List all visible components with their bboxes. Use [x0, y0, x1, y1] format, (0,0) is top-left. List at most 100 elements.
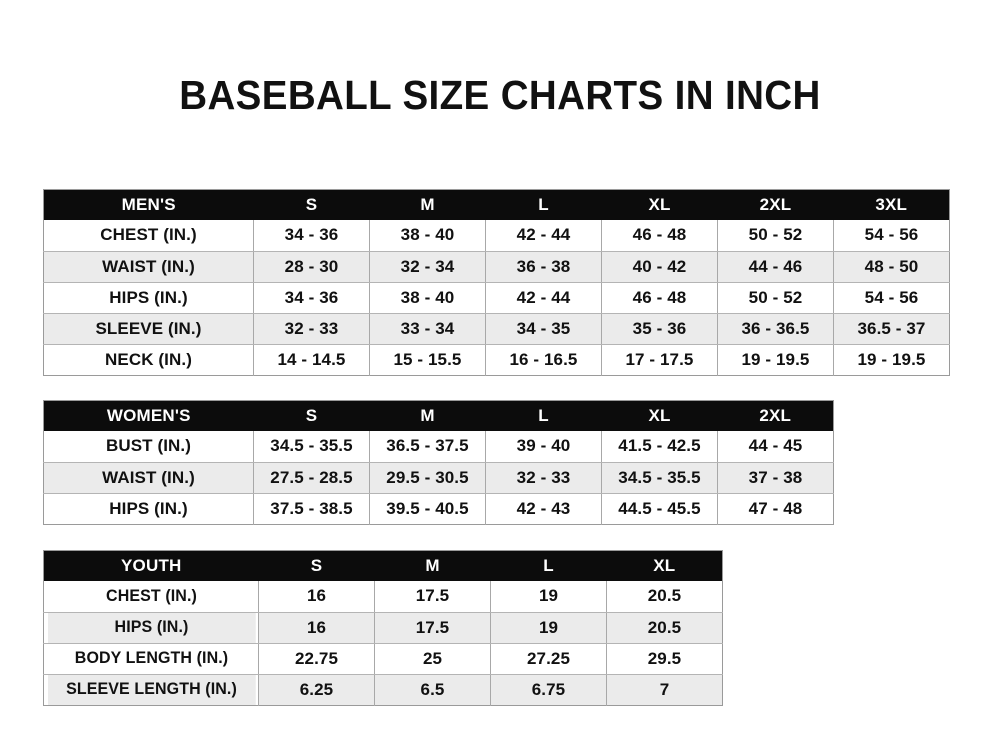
measurement-value: 20.5 [606, 581, 723, 613]
size-header-s: S [253, 189, 370, 220]
table-row: WAIST (IN.) 27.5 - 28.5 29.5 - 30.5 32 - 33… [43, 462, 834, 494]
measurement-value: 39 - 40 [485, 431, 602, 463]
measurement-label: HIPS (IN.) [46, 612, 256, 644]
measurement-value: 50 - 52 [717, 220, 834, 252]
size-header-xl: XL [601, 189, 718, 220]
measurement-label: WAIST (IN.) [43, 251, 254, 283]
table-row: HIPS (IN.) 34 - 36 38 - 40 42 - 44 46 - 48 50… [43, 282, 950, 314]
size-header-l: L [490, 550, 607, 581]
measurement-value: 50 - 52 [717, 282, 834, 314]
measurement-label: SLEEVE (IN.) [43, 313, 254, 345]
table-row: SLEEVE (IN.) 32 - 33 33 - 34 34 - 35 35 - 36… [43, 313, 950, 345]
measurement-label: BODY LENGTH (IN.) [46, 643, 256, 675]
measurement-value: 16 [258, 581, 375, 613]
size-header-m: M [369, 189, 486, 220]
measurement-value: 25 [374, 643, 491, 675]
size-header-m: M [374, 550, 491, 581]
measurement-value: 28 - 30 [253, 251, 370, 283]
measurement-value: 41.5 - 42.5 [601, 431, 718, 463]
measurement-value: 19 [490, 612, 607, 644]
youth-size-table: YOUTH S M L XL CHEST (IN.) 16 17.5 19 20.5 HIPS (I… [43, 550, 723, 706]
measurement-value: 6.5 [374, 674, 491, 705]
measurement-value: 54 - 56 [833, 282, 950, 314]
measurement-value: 34 - 36 [253, 282, 370, 314]
table-header-row: WOMEN'S S M L XL 2XL [43, 400, 834, 431]
measurement-value: 32 - 34 [369, 251, 486, 283]
measurement-value: 54 - 56 [833, 220, 950, 252]
table-row: HIPS (IN.) 16 17.5 19 20.5 [44, 612, 723, 644]
womens-size-table: WOMEN'S S M L XL 2XL BUST (IN.) 34.5 - 35.5 36.5… [43, 400, 834, 525]
size-header-xl: XL [606, 550, 723, 581]
size-header-l: L [485, 189, 602, 220]
measurement-value: 17 - 17.5 [601, 344, 718, 375]
table-row: BODY LENGTH (IN.) 22.75 25 27.25 29.5 [44, 643, 723, 675]
measurement-value: 46 - 48 [601, 282, 718, 314]
size-header-s: S [253, 400, 370, 431]
measurement-value: 19 - 19.5 [833, 344, 950, 375]
measurement-value: 42 - 43 [485, 493, 602, 524]
measurement-value: 6.75 [490, 674, 607, 705]
measurement-value: 20.5 [606, 612, 723, 644]
measurement-value: 16 - 16.5 [485, 344, 602, 375]
measurement-label: HIPS (IN.) [43, 282, 254, 314]
measurement-value: 16 [258, 612, 375, 644]
measurement-value: 34.5 - 35.5 [253, 431, 370, 463]
table-row: WAIST (IN.) 28 - 30 32 - 34 36 - 38 40 - 42 4… [43, 251, 950, 283]
measurement-value: 37.5 - 38.5 [253, 493, 370, 524]
measurement-value: 36 - 38 [485, 251, 602, 283]
measurement-value: 44.5 - 45.5 [601, 493, 718, 524]
table-row: BUST (IN.) 34.5 - 35.5 36.5 - 37.5 39 - 40 4… [43, 431, 834, 463]
measurement-value: 36.5 - 37 [833, 313, 950, 345]
measurement-value: 29.5 - 30.5 [369, 462, 486, 494]
size-header-m: M [369, 400, 486, 431]
measurement-value: 38 - 40 [369, 282, 486, 314]
measurement-value: 40 - 42 [601, 251, 718, 283]
measurement-value: 42 - 44 [485, 282, 602, 314]
category-header: MEN'S [43, 189, 254, 220]
measurement-value: 34.5 - 35.5 [601, 462, 718, 494]
measurement-label: SLEEVE LENGTH (IN.) [46, 674, 256, 705]
table-header-row: YOUTH S M L XL [43, 550, 723, 581]
measurement-label: CHEST (IN.) [43, 220, 254, 252]
measurement-value: 37 - 38 [717, 462, 834, 494]
measurement-value: 17.5 [374, 612, 491, 644]
measurement-value: 39.5 - 40.5 [369, 493, 486, 524]
measurement-label: WAIST (IN.) [43, 462, 254, 494]
page-title: BASEBALL SIZE CHARTS IN INCH [179, 72, 821, 118]
measurement-value: 7 [606, 674, 723, 705]
measurement-value: 14 - 14.5 [253, 344, 370, 375]
measurement-value: 27.25 [490, 643, 607, 675]
table-row: HIPS (IN.) 37.5 - 38.5 39.5 - 40.5 42 - 43 4… [43, 493, 834, 524]
table-row: SLEEVE LENGTH (IN.) 6.25 6.5 6.75 7 [44, 674, 723, 705]
measurement-label: CHEST (IN.) [46, 581, 256, 613]
category-header: WOMEN'S [43, 400, 254, 431]
table-header-row: MEN'S S M L XL 2XL 3XL [43, 189, 950, 220]
measurement-value: 42 - 44 [485, 220, 602, 252]
measurement-value: 34 - 35 [485, 313, 602, 345]
measurement-value: 32 - 33 [253, 313, 370, 345]
table-row: NECK (IN.) 14 - 14.5 15 - 15.5 16 - 16.5 17 … [43, 344, 950, 375]
size-header-l: L [485, 400, 602, 431]
measurement-value: 17.5 [374, 581, 491, 613]
size-header-3xl: 3XL [833, 189, 950, 220]
measurement-value: 22.75 [258, 643, 375, 675]
mens-size-table: MEN'S S M L XL 2XL 3XL CHEST (IN.) 34 - 36 38 - 4… [43, 189, 950, 376]
size-header-2xl: 2XL [717, 400, 834, 431]
measurement-value: 32 - 33 [485, 462, 602, 494]
measurement-value: 19 [490, 581, 607, 613]
table-row: CHEST (IN.) 34 - 36 38 - 40 42 - 44 46 - 48 5… [43, 220, 950, 252]
measurement-value: 44 - 45 [717, 431, 834, 463]
measurement-value: 46 - 48 [601, 220, 718, 252]
measurement-value: 27.5 - 28.5 [253, 462, 370, 494]
measurement-value: 38 - 40 [369, 220, 486, 252]
category-header: YOUTH [43, 550, 259, 581]
measurement-value: 44 - 46 [717, 251, 834, 283]
measurement-value: 15 - 15.5 [369, 344, 486, 375]
measurement-value: 6.25 [258, 674, 375, 705]
measurement-value: 35 - 36 [601, 313, 718, 345]
measurement-value: 47 - 48 [717, 493, 834, 524]
measurement-label: HIPS (IN.) [43, 493, 254, 524]
size-header-s: S [258, 550, 375, 581]
measurement-value: 19 - 19.5 [717, 344, 834, 375]
